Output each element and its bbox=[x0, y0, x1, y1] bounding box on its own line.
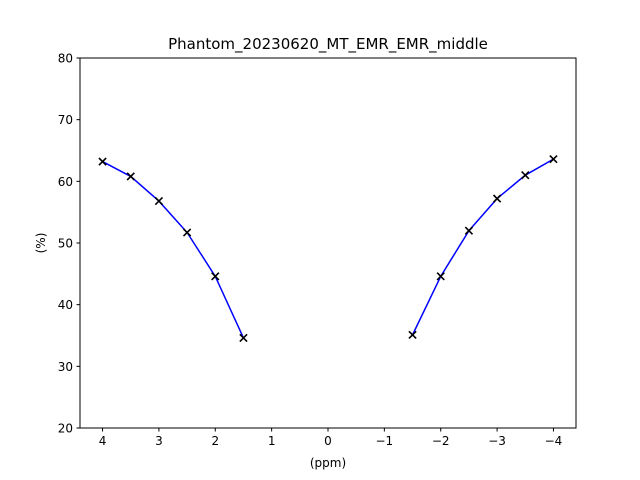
series-line-1 bbox=[102, 160, 245, 339]
data-point-marker bbox=[521, 171, 530, 180]
y-axis-ticks: 20 30 40 50 60 70 80 bbox=[58, 52, 80, 436]
data-point-marker bbox=[126, 172, 135, 181]
x-tick-label: 2 bbox=[211, 434, 219, 448]
data-point-marker bbox=[408, 330, 417, 340]
x-tick-label: 0 bbox=[324, 434, 332, 448]
y-tick-label: 50 bbox=[58, 237, 73, 251]
data-point-marker bbox=[98, 157, 107, 166]
y-tick-label: 70 bbox=[58, 113, 73, 127]
y-axis-label: (%) bbox=[34, 233, 48, 254]
y-tick-label: 30 bbox=[58, 360, 73, 374]
y-tick-label: 80 bbox=[58, 52, 73, 66]
data-point-marker bbox=[492, 194, 502, 203]
x-tick-label: −1 bbox=[376, 434, 394, 448]
x-axis-ticks: 4 3 2 1 0 −1 −2 −3 −4 bbox=[99, 428, 563, 448]
x-tick-label: −4 bbox=[545, 434, 563, 448]
data-point-marker bbox=[464, 226, 474, 235]
data-point-marker bbox=[211, 272, 220, 281]
x-tick-label: 4 bbox=[99, 434, 107, 448]
data-point-marker bbox=[182, 228, 192, 237]
data-point-marker bbox=[239, 333, 248, 343]
data-point-marker bbox=[549, 154, 558, 164]
series-line-2 bbox=[411, 158, 554, 336]
y-tick-label: 60 bbox=[58, 175, 73, 189]
x-tick-label: 1 bbox=[268, 434, 276, 448]
x-tick-label: −3 bbox=[488, 434, 506, 448]
data-point-marker bbox=[154, 196, 164, 206]
series-group bbox=[98, 154, 558, 343]
y-tick-label: 40 bbox=[58, 298, 73, 312]
data-point-marker bbox=[436, 272, 445, 281]
y-tick-label: 20 bbox=[58, 422, 73, 436]
plot-area-frame bbox=[79, 57, 577, 429]
x-tick-label: −2 bbox=[432, 434, 450, 448]
x-tick-label: 3 bbox=[155, 434, 163, 448]
x-axis-label: (ppm) bbox=[310, 456, 346, 470]
chart-title: Phantom_20230620_MT_EMR_EMR_middle bbox=[168, 35, 488, 54]
